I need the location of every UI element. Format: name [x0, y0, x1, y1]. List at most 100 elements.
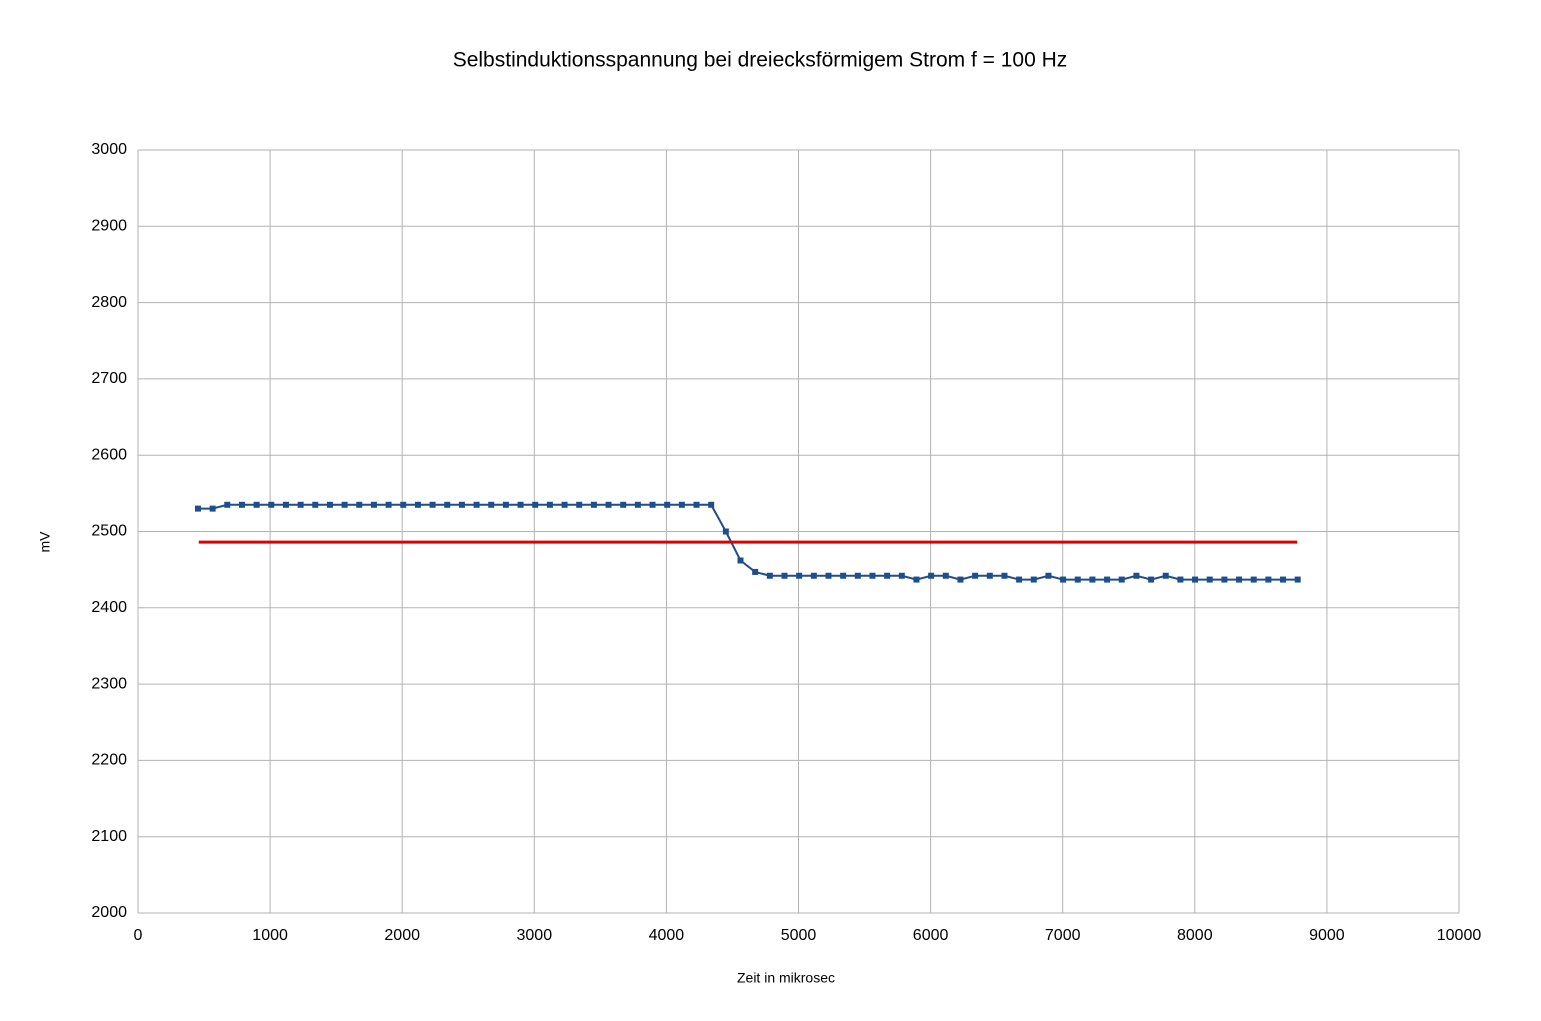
data-point	[356, 501, 363, 508]
data-point	[825, 572, 832, 579]
y-tick-label: 2400	[91, 599, 127, 616]
data-point	[957, 576, 964, 583]
data-point	[502, 501, 509, 508]
data-point	[810, 572, 817, 579]
data-point	[1192, 576, 1199, 583]
data-point	[605, 501, 612, 508]
y-tick-label: 2600	[91, 446, 127, 463]
data-point	[268, 501, 275, 508]
data-point	[913, 576, 920, 583]
x-tick-label: 0	[134, 927, 143, 944]
data-point	[766, 572, 773, 579]
data-point	[737, 557, 744, 564]
x-tick-label: 2000	[384, 927, 420, 944]
data-point	[429, 501, 436, 508]
x-tick-label: 8000	[1177, 927, 1213, 944]
data-point	[781, 572, 788, 579]
data-point	[1133, 572, 1140, 579]
data-point	[224, 501, 231, 508]
data-point	[1177, 576, 1184, 583]
data-point	[458, 501, 465, 508]
data-point	[561, 501, 568, 508]
data-point	[209, 505, 216, 512]
data-point	[649, 501, 656, 508]
data-point	[1236, 576, 1243, 583]
data-point	[282, 501, 289, 508]
data-point	[986, 572, 993, 579]
y-tick-label: 2800	[91, 294, 127, 311]
data-point	[634, 501, 641, 508]
data-point	[693, 501, 700, 508]
data-point	[1074, 576, 1081, 583]
y-axis-label: mV	[37, 531, 53, 553]
data-point	[194, 505, 201, 512]
data-point	[972, 572, 979, 579]
data-point	[664, 501, 671, 508]
data-point	[253, 501, 260, 508]
x-tick-label: 9000	[1309, 927, 1345, 944]
data-point	[517, 501, 524, 508]
y-tick-label: 2000	[91, 904, 127, 921]
data-point	[297, 501, 304, 508]
data-point	[1001, 572, 1008, 579]
data-point	[942, 572, 949, 579]
data-point	[590, 501, 597, 508]
x-tick-label: 7000	[1045, 927, 1081, 944]
series-line	[197, 503, 1298, 581]
y-tick-label: 2300	[91, 675, 127, 692]
data-point	[341, 501, 348, 508]
data-point	[1294, 576, 1301, 583]
data-point	[708, 501, 715, 508]
data-point	[326, 501, 333, 508]
data-point	[1148, 576, 1155, 583]
y-tick-label: 2500	[91, 523, 127, 540]
data-point	[928, 572, 935, 579]
data-point	[1060, 576, 1067, 583]
data-point	[546, 501, 553, 508]
data-point	[1016, 576, 1023, 583]
data-point	[414, 501, 421, 508]
x-tick-label: 3000	[517, 927, 553, 944]
x-tick-label: 5000	[781, 927, 817, 944]
data-point	[1162, 572, 1169, 579]
data-point	[1089, 576, 1096, 583]
chart-title: Selbstinduktionsspannung bei dreiecksför…	[453, 49, 1068, 72]
data-point	[796, 572, 803, 579]
data-point	[840, 572, 847, 579]
data-point	[1030, 576, 1037, 583]
data-point	[1104, 576, 1111, 583]
data-point	[1045, 572, 1052, 579]
data-point	[752, 568, 759, 575]
data-point	[722, 528, 729, 535]
y-tick-label: 3000	[91, 141, 127, 158]
data-point	[444, 501, 451, 508]
data-point	[898, 572, 905, 579]
data-point	[1280, 576, 1287, 583]
data-point	[370, 501, 377, 508]
data-point	[678, 501, 685, 508]
data-point	[488, 501, 495, 508]
x-tick-label: 10000	[1437, 927, 1482, 944]
y-tick-label: 2900	[91, 218, 127, 235]
data-point	[1206, 576, 1213, 583]
data-point	[532, 501, 539, 508]
data-point	[869, 572, 876, 579]
x-axis-label: Zeit in mikrosec	[737, 970, 835, 986]
y-tick-label: 2700	[91, 370, 127, 387]
data-point	[385, 501, 392, 508]
data-point	[854, 572, 861, 579]
data-point	[473, 501, 480, 508]
data-point	[1250, 576, 1257, 583]
data-point	[238, 501, 245, 508]
y-tick-label: 2200	[91, 752, 127, 769]
x-tick-label: 1000	[252, 927, 288, 944]
data-point	[312, 501, 319, 508]
data-point	[400, 501, 407, 508]
data-point	[576, 501, 583, 508]
data-point	[1265, 576, 1272, 583]
data-point	[884, 572, 891, 579]
x-tick-label: 6000	[913, 927, 949, 944]
data-point	[1118, 576, 1125, 583]
x-tick-label: 4000	[649, 927, 685, 944]
